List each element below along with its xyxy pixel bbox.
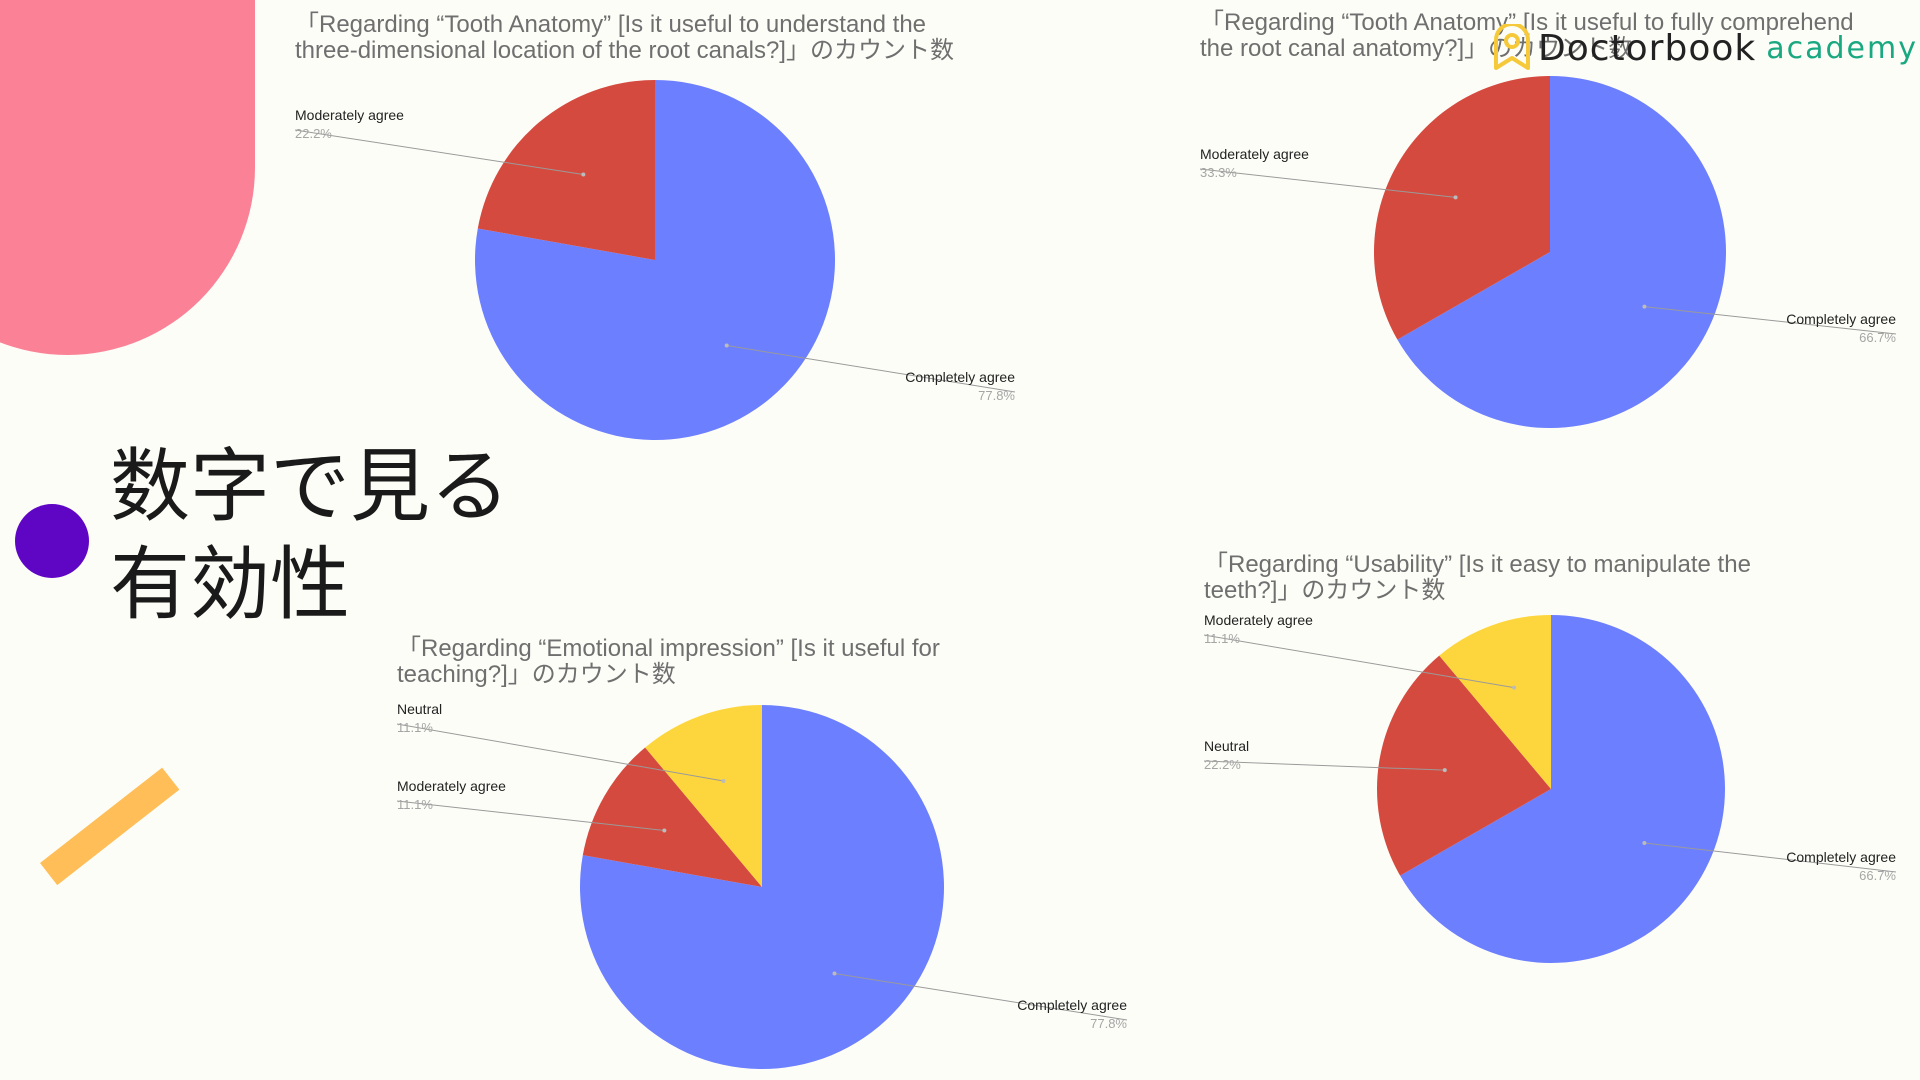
chart-1-value-completely-agree: 77.8% — [978, 388, 1015, 403]
chart-3-slice-completely-agree — [579, 705, 944, 1069]
chart-1-slice-moderately-agree — [477, 80, 655, 260]
chart-1-label-completely-agree: Completely agree — [905, 369, 1015, 385]
chart-1-title-line-2: three-dimensional location of the root c… — [295, 37, 954, 64]
chart-1-title-line-1: 「Regarding “Tooth Anatomy” [Is it useful… — [295, 11, 927, 38]
chart-1-label-moderately-agree: Moderately agree — [295, 107, 404, 123]
chart-4-value-moderately-agree: 11.1% — [1204, 631, 1240, 646]
brand-logo: Doctorbook academy — [1490, 24, 1918, 72]
chart-4-leader-line-moderately-agree — [1203, 634, 1515, 689]
chart-1-value-moderately-agree: 22.2% — [295, 126, 332, 141]
decorative-purple-dot — [15, 504, 89, 578]
chart-4-leader-line-completely-agree — [1644, 842, 1897, 873]
chart-1-title: 「Regarding “Tooth Anatomy” [Is it useful… — [295, 12, 954, 64]
chart-3-label-completely-agree: Completely agree — [1017, 997, 1127, 1013]
chart-2-value-moderately-agree: 33.3% — [1200, 165, 1237, 180]
chart-1-leader-line-moderately-agree — [294, 129, 584, 175]
chart-4-label-neutral: Neutral — [1204, 738, 1249, 754]
chart-3-value-completely-agree: 77.8% — [1090, 1016, 1127, 1031]
chart-2-value-completely-agree: 66.7% — [1859, 330, 1896, 345]
chart-2-leader-line-moderately-agree — [1199, 168, 1456, 198]
chart-3-leader-dot-neutral — [721, 778, 726, 783]
chart-2-title-line-2: the root canal anatomy?]」のカウント数 — [1200, 35, 1633, 62]
chart-2-leader-line-completely-agree — [1644, 306, 1897, 335]
chart-3-leader-line-neutral — [396, 723, 724, 782]
chart-1-leader-dot-moderately-agree — [581, 172, 586, 177]
chart-3-leader-dot-completely-agree — [832, 971, 837, 976]
chart-4-leader-dot-moderately-agree — [1512, 685, 1517, 690]
chart-4-title-line-1: 「Regarding “Usability” [Is it easy to ma… — [1204, 551, 1751, 578]
chart-4-slice-neutral — [1377, 655, 1551, 876]
chart-4-title: 「Regarding “Usability” [Is it easy to ma… — [1204, 552, 1751, 604]
chart-4-label-completely-agree: Completely agree — [1786, 849, 1896, 865]
chart-1-leader-line-completely-agree — [726, 345, 1016, 393]
chart-3-slice-neutral — [645, 705, 762, 887]
chart-4-leader-line-neutral — [1203, 760, 1445, 771]
heading-line-2: 有効性 — [110, 538, 350, 631]
chart-3-value-neutral: 11.1% — [397, 720, 433, 735]
brand-name: Doctorbook — [1538, 27, 1757, 69]
chart-4-title-line-2: teeth?]」のカウント数 — [1204, 577, 1446, 604]
chart-2-title: 「Regarding “Tooth Anatomy” [Is it useful… — [1200, 10, 1854, 62]
slide-heading: 数字で見る 有効性 — [110, 438, 510, 634]
chart-3-leader-line-moderately-agree — [396, 800, 665, 831]
chart-3-title-line-2: teaching?]」のカウント数 — [397, 661, 676, 688]
chart-4-value-neutral: 22.2% — [1204, 757, 1241, 772]
chart-4-label-moderately-agree: Moderately agree — [1204, 612, 1313, 628]
chart-3-label-moderately-agree: Moderately agree — [397, 778, 506, 794]
brand-subtitle: academy — [1766, 30, 1918, 66]
chart-2-slice-moderately-agree — [1374, 76, 1550, 340]
chart-2-slice-completely-agree — [1397, 76, 1727, 428]
chart-4-slice-moderately-agree — [1439, 615, 1551, 789]
chart-4-leader-dot-completely-agree — [1642, 841, 1647, 846]
doctorbook-logo-icon — [1494, 24, 1530, 70]
heading-line-1: 数字で見る — [110, 440, 510, 533]
chart-2-label-completely-agree: Completely agree — [1786, 311, 1896, 327]
chart-2-leader-dot-moderately-agree — [1453, 195, 1458, 200]
chart-3-label-neutral: Neutral — [397, 701, 442, 717]
chart-1-leader-dot-completely-agree — [724, 343, 729, 348]
chart-4-value-completely-agree: 66.7% — [1859, 868, 1896, 883]
chart-3-title: 「Regarding “Emotional impression” [Is it… — [397, 636, 940, 688]
chart-3-leader-line-completely-agree — [834, 972, 1128, 1021]
chart-4-leader-dot-neutral — [1442, 768, 1447, 773]
chart-3-leader-dot-moderately-agree — [662, 828, 667, 833]
chart-4-slice-completely-agree — [1400, 615, 1725, 963]
chart-2-leader-dot-completely-agree — [1642, 304, 1647, 309]
chart-3-value-moderately-agree: 11.1% — [397, 797, 433, 812]
chart-3-slice-moderately-agree — [582, 747, 762, 887]
chart-3-title-line-1: 「Regarding “Emotional impression” [Is it… — [397, 635, 940, 662]
chart-2-label-moderately-agree: Moderately agree — [1200, 146, 1309, 162]
